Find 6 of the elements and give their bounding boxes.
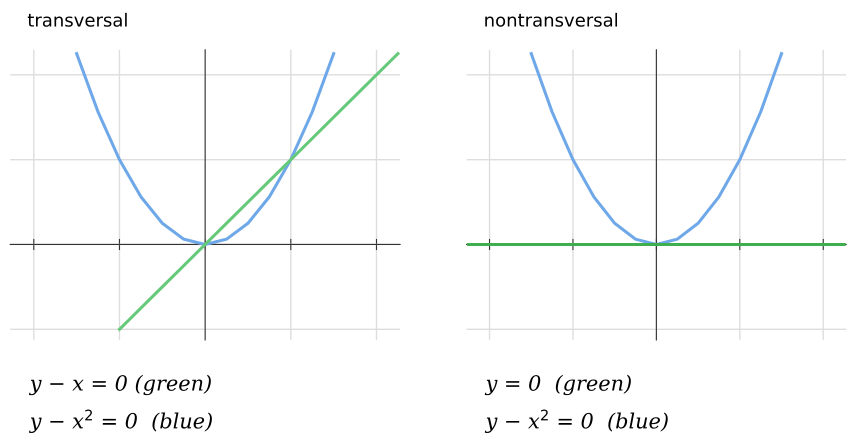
text: y − x$^{2}$ = 0 (blue) [484, 410, 668, 433]
text: y − x = 0 (green) [28, 374, 211, 396]
text: y − x$^{2}$ = 0 (blue) [28, 410, 212, 433]
chart-title: nontransversal [485, 12, 618, 27]
text: y = 0 (green) [484, 374, 631, 396]
chart-title: transversal [28, 12, 127, 27]
